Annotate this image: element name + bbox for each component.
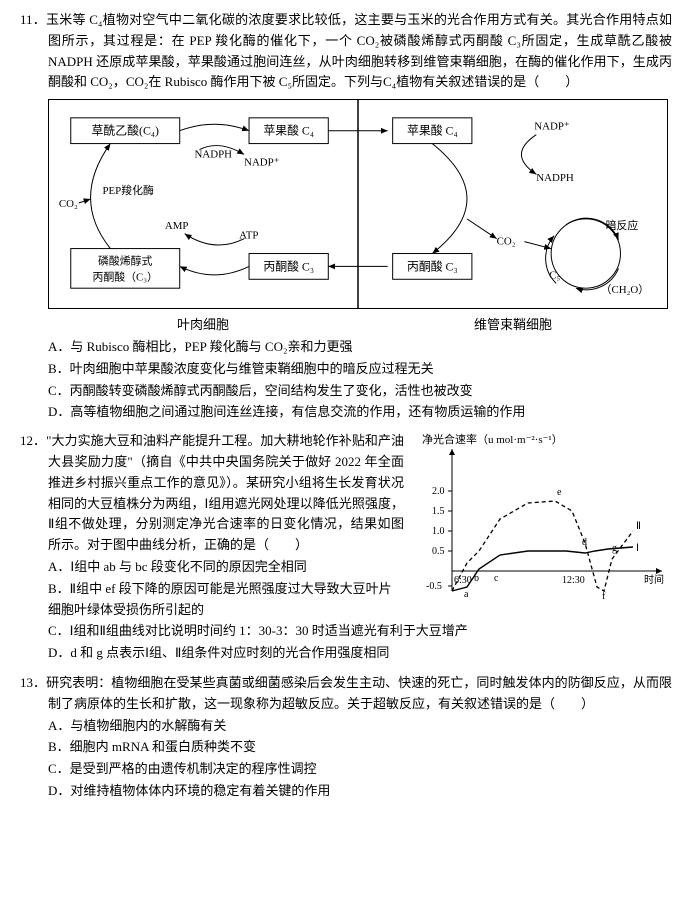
q13-opt-b: B．细胞内 mRNA 和蛋白质种类不变 (48, 737, 672, 758)
q13-opt-c: C．是受到严格的由遗传机制决定的程序性调控 (48, 759, 672, 780)
svg-text:NADPH: NADPH (536, 172, 574, 184)
svg-text:f: f (602, 591, 606, 601)
question-12: 净光合速率（u mol·m⁻²·s⁻¹） -0.5 0.5 1.0 1.5 2.… (20, 431, 672, 665)
node-malate-r: 苹果酸 C₄ (407, 124, 458, 138)
photosynthesis-chart: 净光合速率（u mol·m⁻²·s⁻¹） -0.5 0.5 1.0 1.5 2.… (412, 431, 672, 608)
q12-opt-c: C．Ⅰ组和Ⅱ组曲线对比说明时间约 1：30-3：30 时适当遮光有利于大豆增产 (48, 621, 672, 642)
svg-text:a: a (464, 589, 469, 600)
svg-text:2.0: 2.0 (432, 486, 445, 497)
svg-text:NADP⁺: NADP⁺ (244, 157, 280, 169)
q11-num: 11． (20, 12, 46, 27)
svg-text:d: d (582, 537, 587, 548)
node-caa: 草酰乙酸(C₄) (91, 124, 159, 138)
q11-options: A．与 Rubisco 酶相比，PEP 羧化酶与 CO₂亲和力更强 B．叶肉细胞… (48, 337, 672, 423)
svg-text:Ⅱ: Ⅱ (636, 521, 641, 532)
q13-num: 13． (20, 675, 46, 690)
svg-text:时间: 时间 (644, 573, 664, 586)
q11-opt-a: A．与 Rubisco 酶相比，PEP 羧化酶与 CO₂亲和力更强 (48, 337, 672, 358)
svg-text:1.5: 1.5 (432, 506, 445, 517)
question-13: 13．研究表明：植物细胞在受某些真菌或细菌感染后会发生主动、快速的死亡，同时触发… (20, 673, 672, 802)
svg-text:g: g (612, 543, 617, 554)
node-pyr-r: 丙酮酸 C₃ (407, 260, 458, 274)
svg-text:e: e (557, 487, 562, 498)
q12-opt-d: D．d 和 g 点表示Ⅰ组、Ⅱ组条件对应时刻的光合作用强度相同 (48, 643, 672, 664)
q13-opt-a: A．与植物细胞内的水解酶有关 (48, 716, 672, 737)
svg-text:Ⅰ: Ⅰ (636, 543, 639, 554)
svg-text:PEP羧化酶: PEP羧化酶 (102, 183, 153, 197)
svg-text:12:30: 12:30 (562, 575, 585, 586)
svg-text:C₅: C₅ (549, 269, 560, 281)
svg-text:丙酮酸（C₃）: 丙酮酸（C₃） (93, 269, 158, 283)
svg-text:磷酸烯醇式: 磷酸烯醇式 (98, 254, 152, 268)
q13-stem: 13．研究表明：植物细胞在受某些真菌或细菌感染后会发生主动、快速的死亡，同时触发… (20, 673, 672, 715)
svg-text:0.5: 0.5 (432, 546, 445, 557)
q11-opt-b: B．叶肉细胞中苹果酸浓度变化与维管束鞘细胞中的暗反应过程无关 (48, 359, 672, 380)
diagram-cell-labels: 叶肉细胞 维管束鞘细胞 (48, 315, 668, 336)
svg-text:（CH₂O）: （CH₂O） (601, 283, 650, 296)
q13-options: A．与植物细胞内的水解酶有关 B．细胞内 mRNA 和蛋白质种类不变 C．是受到… (48, 716, 672, 802)
svg-text:NADPH: NADPH (195, 149, 233, 161)
svg-text:1.0: 1.0 (432, 526, 445, 537)
q11-opt-d: D．高等植物细胞之间通过胞间连丝连接，有信息交流的作用，还有物质运输的作用 (48, 402, 672, 423)
question-11: 11．玉米等 C₄植物对空气中二氧化碳的浓度要求比较低，这主要与玉米的光合作用方… (20, 10, 672, 423)
node-pyr-l: 丙酮酸 C₃ (263, 260, 314, 274)
q12-num: 12． (20, 433, 46, 448)
svg-text:b: b (474, 573, 479, 584)
svg-text:暗反应: 暗反应 (606, 218, 639, 232)
svg-text:c: c (494, 573, 499, 584)
svg-text:净光合速率（u mol·m⁻²·s⁻¹）: 净光合速率（u mol·m⁻²·s⁻¹） (422, 432, 563, 446)
q13-opt-d: D．对维持植物体体内环境的稳定有着关键的作用 (48, 781, 672, 802)
svg-text:NADP⁺: NADP⁺ (534, 121, 570, 133)
c4-pathway-diagram: 草酰乙酸(C₄) 苹果酸 C₄ 磷酸烯醇式 丙酮酸（C₃） 丙酮酸 C₃ NAD… (48, 99, 668, 309)
svg-text:CO₂: CO₂ (59, 198, 78, 210)
svg-text:AMP: AMP (165, 220, 189, 232)
svg-text:CO₂: CO₂ (497, 236, 516, 248)
q11-stem: 11．玉米等 C₄植物对空气中二氧化碳的浓度要求比较低，这主要与玉米的光合作用方… (20, 10, 672, 93)
node-malate-l: 苹果酸 C₄ (263, 124, 314, 138)
svg-text:-0.5: -0.5 (426, 581, 442, 592)
q11-opt-c: C．丙酮酸转变磷酸烯醇式丙酮酸后，空间结构发生了变化，活性也被改变 (48, 381, 672, 402)
